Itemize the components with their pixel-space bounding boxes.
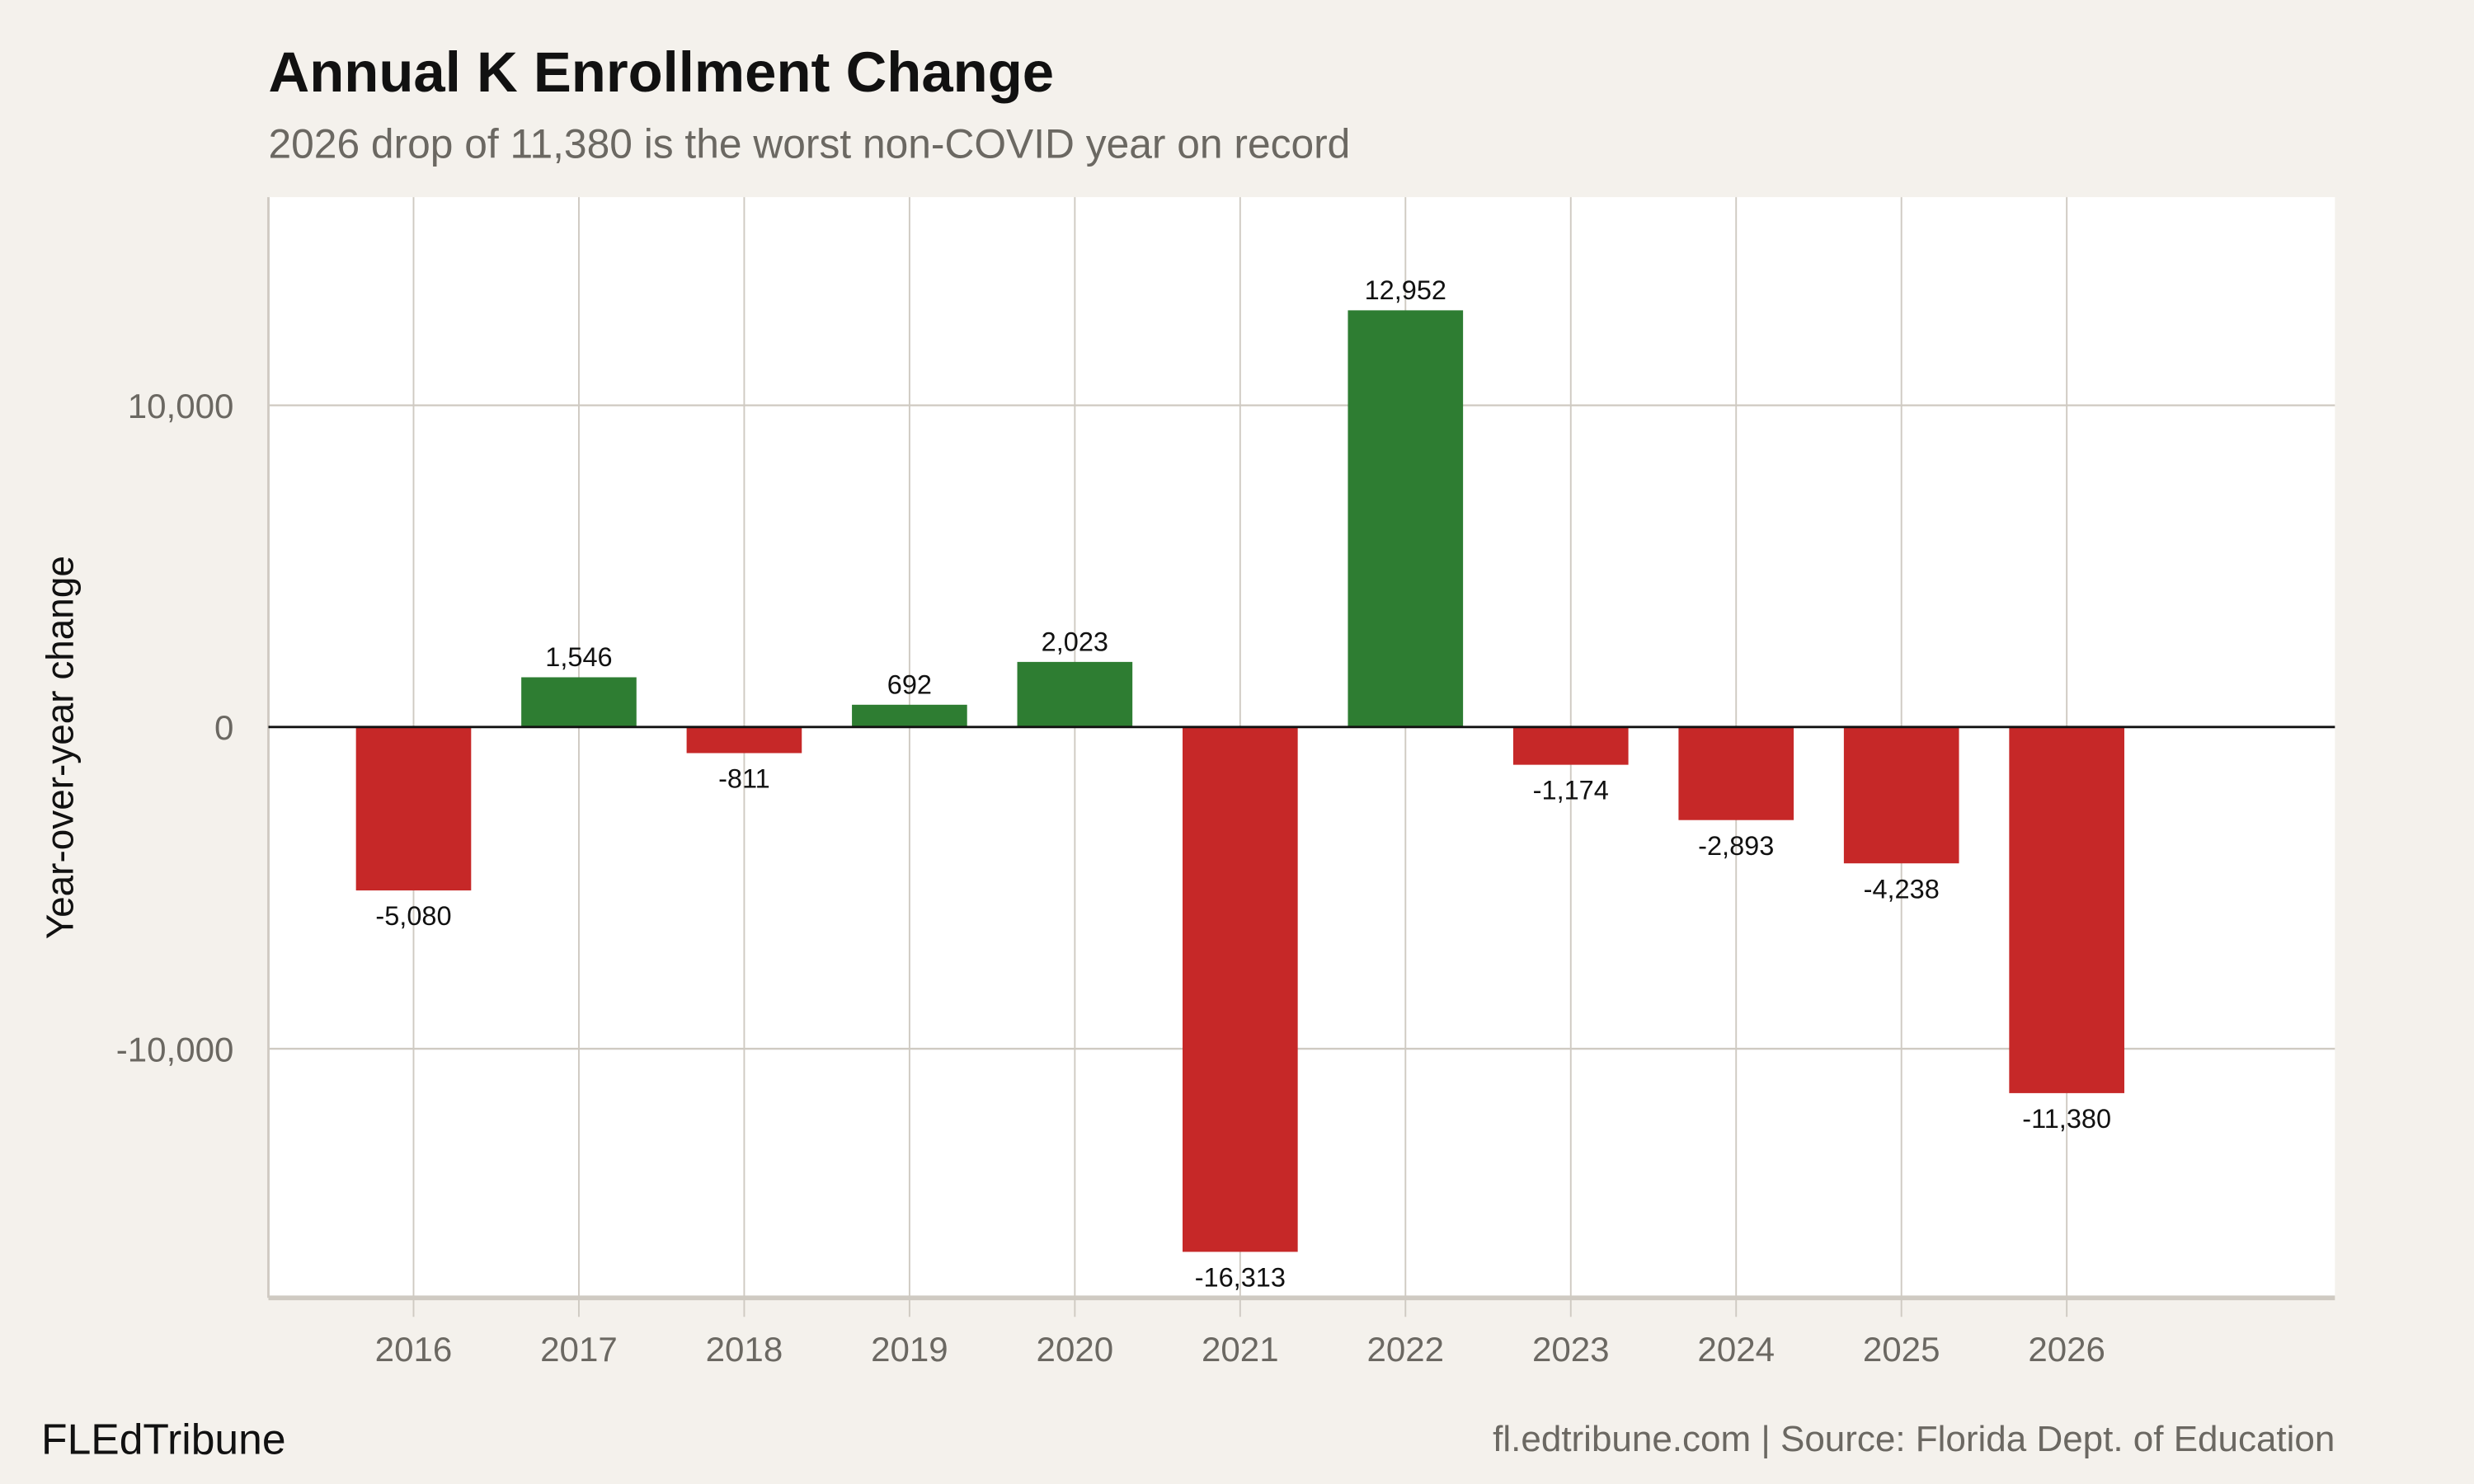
bar-2024: [1678, 726, 1794, 820]
bar-2022: [1348, 310, 1464, 727]
bar-2017: [521, 677, 637, 727]
bar-2025: [1843, 726, 1959, 864]
bar-2020: [1017, 661, 1133, 727]
bar-2023: [1512, 726, 1629, 765]
data-label-2019: 692: [887, 669, 932, 699]
data-label-2025: -4,238: [1864, 874, 1940, 904]
plot-panel: [268, 197, 2335, 1298]
bar-2018: [686, 726, 802, 754]
x-tick-label: 2019: [871, 1330, 948, 1369]
bar-2026: [2009, 726, 2124, 1093]
x-tick-label: 2022: [1366, 1330, 1444, 1369]
x-tick-label: 2020: [1037, 1330, 1114, 1369]
y-tick-label: 10,000: [128, 387, 234, 425]
data-label-2026: -11,380: [2022, 1104, 2111, 1134]
y-axis-label: Year-over-year change: [38, 556, 81, 939]
x-tick-label: 2017: [540, 1330, 618, 1369]
data-label-2023: -1,174: [1533, 776, 1609, 805]
y-tick-label: -10,000: [116, 1030, 234, 1068]
data-label-2020: 2,023: [1042, 627, 1108, 656]
x-tick-label: 2023: [1532, 1330, 1610, 1369]
data-label-2021: -16,313: [1195, 1262, 1286, 1292]
x-tick-label: 2024: [1697, 1330, 1775, 1369]
x-tick-label: 2018: [706, 1330, 783, 1369]
chart-subtitle: 2026 drop of 11,380 is the worst non-COV…: [269, 120, 1351, 167]
y-tick-label: 0: [214, 708, 233, 747]
axes: 2016 2017 2018 2019 2020 2021 2022 2023 2024 2025…: [116, 197, 2335, 1369]
bar-2016: [355, 726, 472, 891]
data-label-2018: -811: [718, 764, 770, 794]
x-tick-label: 2026: [2028, 1330, 2105, 1369]
chart-title: Annual K Enrollment Change: [269, 40, 1055, 104]
bar-2021: [1183, 726, 1298, 1252]
data-label-2016: -5,080: [375, 901, 451, 931]
x-tick-label: 2016: [375, 1330, 453, 1369]
brand-logo-text: FLEdTribune: [41, 1416, 286, 1463]
data-label-2017: 1,546: [545, 642, 612, 672]
x-tick-label: 2021: [1202, 1330, 1279, 1369]
source-note: fl.edtribune.com | Source: Florida Dept.…: [1493, 1419, 2335, 1459]
data-label-2024: -2,893: [1698, 831, 1774, 861]
bars: [355, 310, 2124, 1252]
data-label-2022: 12,952: [1365, 275, 1446, 305]
bar-2019: [852, 704, 967, 727]
x-tick-label: 2025: [1863, 1330, 1940, 1369]
data-labels: -5,080 1,546 -811 692 2,023 -16,313 12,952 -1,1…: [375, 275, 2111, 1292]
